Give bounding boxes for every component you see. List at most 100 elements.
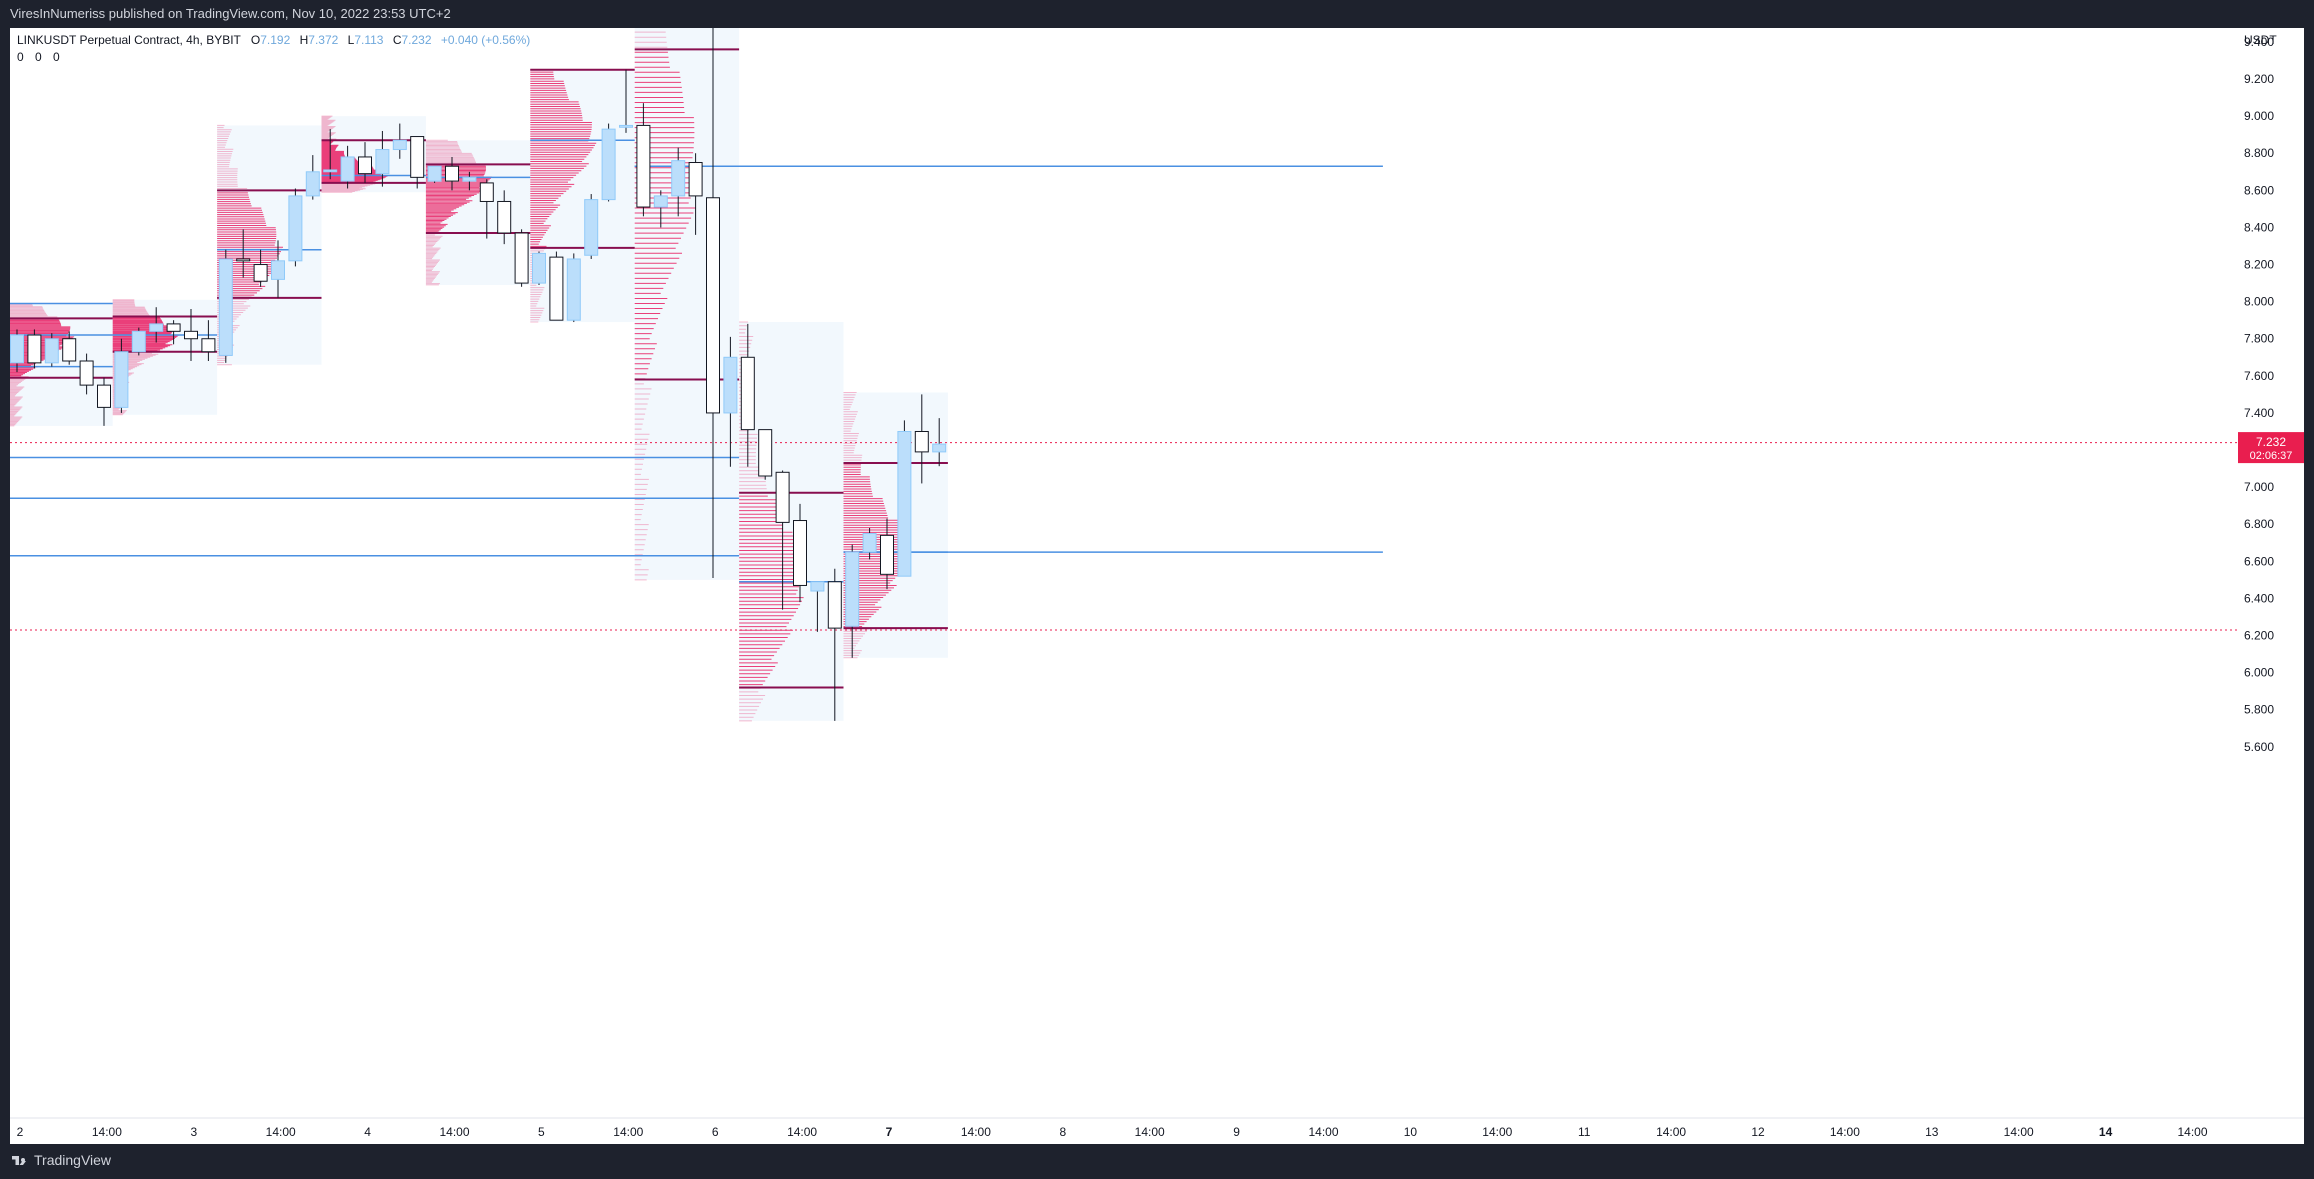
currency-label: USDT <box>2244 33 2277 47</box>
price-tick-label: 7.600 <box>2244 369 2274 383</box>
indicator-values: 0 0 0 <box>17 50 64 64</box>
candle-body <box>740 356 755 431</box>
price-tick-label: 9.200 <box>2244 72 2274 86</box>
chart-pane[interactable]: 9.400 9.200 9.000 8.800 8.600 8.400 8.200 8.000… <box>10 28 2304 1144</box>
candle-0 <box>10 329 24 373</box>
price-tick-label: 6.800 <box>2244 517 2274 531</box>
high-value: 7.372 <box>308 33 339 47</box>
time-tick-label: 14:00 <box>2177 1125 2207 1139</box>
time-tick-label: 14:00 <box>2004 1125 2034 1139</box>
symbol-title[interactable]: LINKUSDT Perpetual Contract, 4h, BYBIT <box>17 33 241 47</box>
candle-body <box>758 429 773 477</box>
candle-24 <box>427 165 442 183</box>
candle-body <box>566 258 581 321</box>
volume-profile-outside-5 <box>321 115 378 193</box>
candle-body <box>897 430 912 577</box>
candle-body <box>97 384 111 408</box>
candle-14 <box>253 249 268 287</box>
candle-body <box>166 323 181 332</box>
candle-48 <box>845 544 860 658</box>
candle-body <box>44 338 59 364</box>
published-caption: ViresInNumeriss published on TradingView… <box>10 6 451 21</box>
time-tick-label: 3 <box>190 1125 197 1139</box>
candle-body <box>305 171 320 197</box>
candle-23 <box>410 136 425 189</box>
candle-9 <box>166 320 181 345</box>
change-value: +0.040 (+0.56%) <box>440 33 531 47</box>
candle-31 <box>549 251 564 321</box>
level-lines <box>10 48 2238 689</box>
candle-body <box>445 165 459 182</box>
price-tick-label: 5.800 <box>2244 703 2274 717</box>
candle-body <box>514 232 529 284</box>
time-tick-label: 5 <box>538 1125 545 1139</box>
candle-body <box>340 156 355 182</box>
candle-body <box>549 256 564 321</box>
time-tick-label: 6 <box>712 1125 719 1139</box>
time-tick-label: 14:00 <box>613 1125 643 1139</box>
price-tick-label: 8.000 <box>2244 295 2274 309</box>
candle-19 <box>340 145 355 189</box>
candle-body <box>775 471 790 523</box>
time-tick-label: 14:00 <box>1830 1125 1860 1139</box>
publisher-bar: ViresInNumeriss published on TradingView… <box>0 0 2314 28</box>
candle-7 <box>131 327 146 356</box>
volume-profile-outside-8 <box>634 31 668 581</box>
candle-30 <box>532 251 546 285</box>
candle-body <box>218 258 233 356</box>
tradingview-logo-icon[interactable] <box>12 1153 30 1169</box>
candle-body <box>288 195 303 262</box>
candle-body <box>462 176 477 182</box>
time-tick-label: 10 <box>1404 1125 1418 1139</box>
candle-body <box>375 149 390 175</box>
candle-1 <box>27 329 42 369</box>
candle-47 <box>827 568 842 721</box>
price-chart[interactable]: 9.400 9.200 9.000 8.800 8.600 8.400 8.200 8.000… <box>10 28 2304 1144</box>
candle-body <box>601 128 616 201</box>
candle-5 <box>97 377 111 426</box>
candle-body <box>131 330 146 353</box>
candle-4 <box>79 353 94 395</box>
time-tick-label: 14:00 <box>1482 1125 1512 1139</box>
candle-36 <box>636 103 651 217</box>
time-tick-label: 9 <box>1233 1125 1240 1139</box>
candle-35 <box>619 69 633 133</box>
candle-8 <box>149 307 164 343</box>
open-label: O <box>250 33 261 47</box>
symbol-legend[interactable]: LINKUSDT Perpetual Contract, 4h, BYBIT O… <box>17 33 530 47</box>
candle-body <box>810 581 825 592</box>
time-tick-label: 14:00 <box>787 1125 817 1139</box>
candle-body <box>479 182 494 202</box>
candle-body <box>253 264 268 282</box>
candle-body <box>827 581 842 629</box>
candle-body <box>862 533 877 553</box>
candle-34 <box>601 123 616 202</box>
candle-body <box>636 124 651 208</box>
candle-50 <box>880 518 894 590</box>
candle-body <box>880 534 894 575</box>
candle-33 <box>584 194 599 259</box>
candle-32 <box>566 253 581 323</box>
candle-body <box>653 195 668 208</box>
candle-body <box>497 200 512 234</box>
session-backgrounds <box>10 28 948 721</box>
open-value: 7.192 <box>260 33 291 47</box>
price-tick-label: 8.200 <box>2244 258 2274 272</box>
price-tick-label: 7.400 <box>2244 406 2274 420</box>
price-tick-label: 8.400 <box>2244 220 2274 234</box>
candle-body <box>914 430 929 453</box>
time-tick-label: 2 <box>17 1125 24 1139</box>
price-tick-label: 7.000 <box>2244 480 2274 494</box>
candle-body <box>27 334 42 364</box>
time-tick-label: 13 <box>1925 1125 1939 1139</box>
price-tick-label: 7.800 <box>2244 332 2274 346</box>
candle-25 <box>445 156 459 191</box>
candle-body <box>845 551 860 627</box>
candle-40 <box>706 28 720 579</box>
time-tick-label: 14:00 <box>1308 1125 1338 1139</box>
volume-profile-outside-2 <box>10 303 58 427</box>
price-tick-label: 5.600 <box>2244 740 2274 754</box>
close-value: 7.232 <box>401 33 432 47</box>
tradingview-brand[interactable]: TradingView <box>34 1152 112 1168</box>
candle-53 <box>932 418 947 467</box>
